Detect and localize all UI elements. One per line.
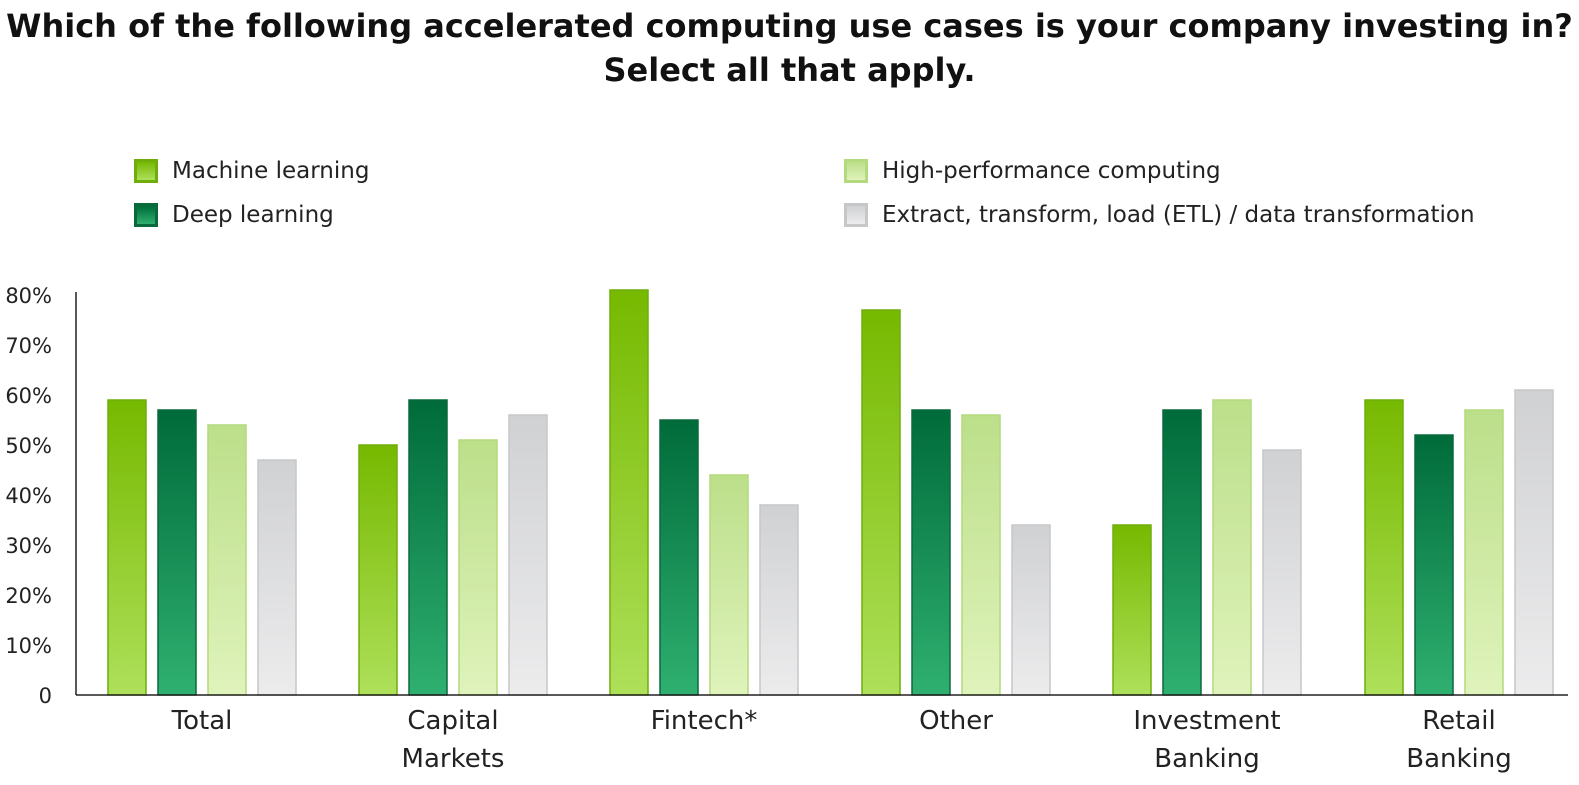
chart-title-line-1: Which of the following accelerated compu…	[6, 7, 1573, 45]
legend-label-machine-learning: Machine learning	[172, 158, 370, 184]
bar	[1464, 409, 1504, 696]
x-category-label: Investment	[1133, 706, 1280, 736]
legend-swatch-machine-learning	[134, 159, 158, 183]
bar	[1011, 524, 1051, 696]
legend-swatch-deep-learning	[134, 203, 158, 227]
bar	[911, 409, 951, 696]
legend-item-machine-learning: Machine learning	[134, 155, 369, 187]
chart-title-line-2: Select all that apply.	[603, 51, 976, 89]
y-tick-label: 10%	[5, 634, 52, 658]
bar	[861, 309, 901, 696]
bar	[207, 424, 247, 696]
x-category-label: Fintech*	[651, 706, 758, 736]
bar	[609, 289, 649, 696]
y-tick-label: 80%	[5, 284, 52, 308]
x-category-label: Banking	[1406, 744, 1512, 774]
legend-item-etl: Extract, transform, load (ETL) / data tr…	[844, 199, 1475, 231]
legend-swatch-etl	[844, 203, 868, 227]
legend-label-hpc: High-performance computing	[882, 158, 1221, 184]
bar	[107, 399, 147, 696]
bar	[1414, 434, 1454, 696]
x-category-label: Other	[919, 706, 993, 736]
y-tick-label: 70%	[5, 334, 52, 358]
bar	[1364, 399, 1404, 696]
bar	[458, 439, 498, 696]
x-category-label: Capital	[407, 706, 498, 736]
x-category-label: Retail	[1422, 706, 1495, 736]
y-tick-label: 0	[39, 684, 52, 708]
bar	[358, 444, 398, 696]
bar	[1212, 399, 1252, 696]
bar	[1162, 409, 1202, 696]
bar	[508, 414, 548, 696]
bar	[659, 419, 699, 696]
y-tick-label: 20%	[5, 584, 52, 608]
legend-item-hpc: High-performance computing	[844, 155, 1221, 187]
bar	[1514, 389, 1554, 696]
bar	[759, 504, 799, 696]
bar	[961, 414, 1001, 696]
x-category-label: Banking	[1154, 744, 1260, 774]
bar	[408, 399, 448, 696]
y-tick-label: 30%	[5, 534, 52, 558]
bar	[1262, 449, 1302, 696]
bar	[257, 459, 297, 696]
y-tick-label: 50%	[5, 434, 52, 458]
bar	[1112, 524, 1152, 696]
x-category-label: Markets	[402, 744, 505, 774]
chart-title: Which of the following accelerated compu…	[0, 4, 1579, 92]
legend-label-deep-learning: Deep learning	[172, 202, 334, 228]
y-tick-label: 60%	[5, 384, 52, 408]
legend-label-etl: Extract, transform, load (ETL) / data tr…	[882, 202, 1475, 228]
legend-item-deep-learning: Deep learning	[134, 199, 334, 231]
legend-swatch-hpc	[844, 159, 868, 183]
y-tick-label: 40%	[5, 484, 52, 508]
bar	[157, 409, 197, 696]
bar	[709, 474, 749, 696]
x-category-label: Total	[171, 706, 233, 736]
